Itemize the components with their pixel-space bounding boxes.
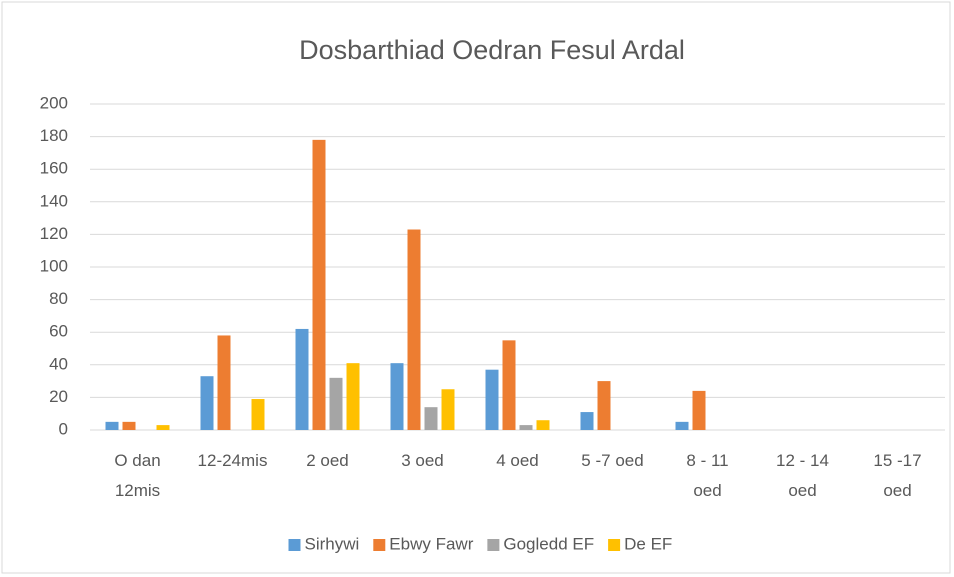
legend-label: Gogledd EF <box>503 534 594 553</box>
legend-label: De EF <box>624 534 672 553</box>
bar <box>390 363 404 430</box>
bar <box>200 376 214 430</box>
y-tick-label: 200 <box>40 93 68 112</box>
x-tick-label: 12 - 14 oed <box>776 451 829 500</box>
y-tick-label: 100 <box>40 256 68 275</box>
bar <box>519 425 533 430</box>
bar <box>329 377 343 430</box>
bar <box>105 421 119 430</box>
bar <box>580 412 594 430</box>
bar <box>424 407 438 430</box>
x-tick-label: 8 - 11 oed <box>686 451 729 500</box>
x-tick-label: 3 oed <box>401 451 444 470</box>
bar <box>675 421 689 430</box>
x-tick-label: O dan 12mis <box>114 451 161 500</box>
x-tick-label: 4 oed <box>496 451 539 470</box>
y-tick-label: 160 <box>40 159 68 178</box>
y-tick-label: 80 <box>49 289 68 308</box>
y-tick-label: 140 <box>40 191 68 210</box>
legend-label: Sirhywi <box>305 534 360 553</box>
bar <box>251 399 265 430</box>
bar <box>485 369 499 430</box>
bar <box>122 421 136 430</box>
legend-swatch <box>373 539 386 551</box>
bar <box>217 335 231 430</box>
bar <box>346 363 360 430</box>
bar <box>156 425 170 430</box>
chart-title: Dosbarthiad Oedran Fesul Ardal <box>299 35 685 65</box>
y-tick-label: 120 <box>40 224 68 243</box>
x-tick-label: 2 oed <box>306 451 349 470</box>
bar <box>536 420 550 430</box>
bar <box>312 139 326 431</box>
y-tick-label: 180 <box>40 126 68 145</box>
y-tick-label: 20 <box>49 387 68 406</box>
y-tick-label: 60 <box>49 322 68 341</box>
bar <box>502 340 516 430</box>
bar <box>441 389 455 430</box>
y-tick-label: 0 <box>59 419 68 438</box>
x-tick-label: 5 -7 oed <box>581 451 644 470</box>
x-tick-label: 12-24mis <box>197 451 268 470</box>
legend-label: Ebwy Fawr <box>389 534 473 553</box>
y-tick-label: 40 <box>49 354 68 373</box>
legend-swatch <box>608 539 621 551</box>
legend-swatch <box>288 539 301 551</box>
bar <box>692 390 706 430</box>
bar <box>407 229 421 430</box>
bar <box>597 381 611 430</box>
bar <box>295 328 309 430</box>
legend-swatch <box>487 539 500 551</box>
x-tick-label: 15 -17 oed <box>873 451 922 500</box>
